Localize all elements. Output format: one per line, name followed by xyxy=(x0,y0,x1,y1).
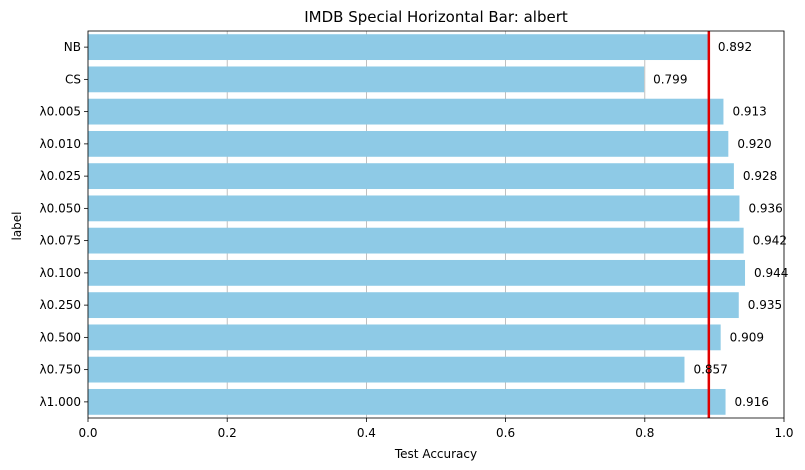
data-labels: 0.892 0.799 0.913 0.920 0.928 0.936 0.942 0.944… xyxy=(653,40,788,409)
bar xyxy=(88,259,746,286)
y-tick-label: CS xyxy=(65,72,81,86)
x-tick-label: 0.2 xyxy=(218,426,237,440)
x-tick-label: 0.8 xyxy=(635,426,654,440)
x-tick-label: 0.6 xyxy=(496,426,515,440)
data-label: 0.892 xyxy=(718,40,752,54)
data-label: 0.857 xyxy=(693,363,727,377)
axes xyxy=(84,30,785,422)
data-label: 0.920 xyxy=(737,137,771,151)
y-tick-label: λ0.100 xyxy=(40,266,81,280)
y-axis-label: label xyxy=(10,211,24,240)
bar xyxy=(88,66,645,93)
bar xyxy=(88,163,734,190)
chart-title: IMDB Special Horizontal Bar: albert xyxy=(304,8,568,26)
bar xyxy=(88,356,685,383)
data-label: 0.913 xyxy=(732,105,766,119)
bar xyxy=(88,34,709,61)
x-axis-label: Test Accuracy xyxy=(394,447,477,461)
bar xyxy=(88,195,740,222)
x-tick-label: 1.0 xyxy=(774,426,793,440)
bar xyxy=(88,324,721,351)
y-tick-label: λ0.250 xyxy=(40,298,81,312)
bar xyxy=(88,130,729,157)
y-tick-labels: NB CS λ0.005 λ0.010 λ0.025 λ0.050 λ0.075 λ0.100… xyxy=(40,40,81,409)
data-label: 0.935 xyxy=(748,298,782,312)
data-label: 0.916 xyxy=(735,395,769,409)
bar xyxy=(88,388,726,415)
y-tick-label: λ0.500 xyxy=(40,330,81,344)
x-tick-labels: 0.0 0.2 0.4 0.6 0.8 1.0 xyxy=(78,426,793,440)
bar xyxy=(88,227,744,254)
y-tick-label: λ1.000 xyxy=(40,395,81,409)
x-tick-label: 0.0 xyxy=(78,426,97,440)
data-label: 0.944 xyxy=(754,266,788,280)
y-tick-label: λ0.005 xyxy=(40,105,81,119)
data-label: 0.799 xyxy=(653,72,687,86)
bar xyxy=(88,292,739,319)
data-label: 0.928 xyxy=(743,169,777,183)
y-tick-label: λ0.025 xyxy=(40,169,81,183)
y-tick-label: λ0.050 xyxy=(40,201,81,215)
y-tick-label: λ0.750 xyxy=(40,363,81,377)
bars xyxy=(88,34,746,415)
bar xyxy=(88,98,724,125)
plot-frame xyxy=(87,30,785,419)
data-label: 0.936 xyxy=(748,201,782,215)
data-label: 0.909 xyxy=(730,330,764,344)
y-tick-label: NB xyxy=(64,40,81,54)
x-tick-label: 0.4 xyxy=(357,426,376,440)
y-tick-label: λ0.010 xyxy=(40,137,81,151)
data-label: 0.942 xyxy=(753,234,787,248)
y-tick-label: λ0.075 xyxy=(40,234,81,248)
